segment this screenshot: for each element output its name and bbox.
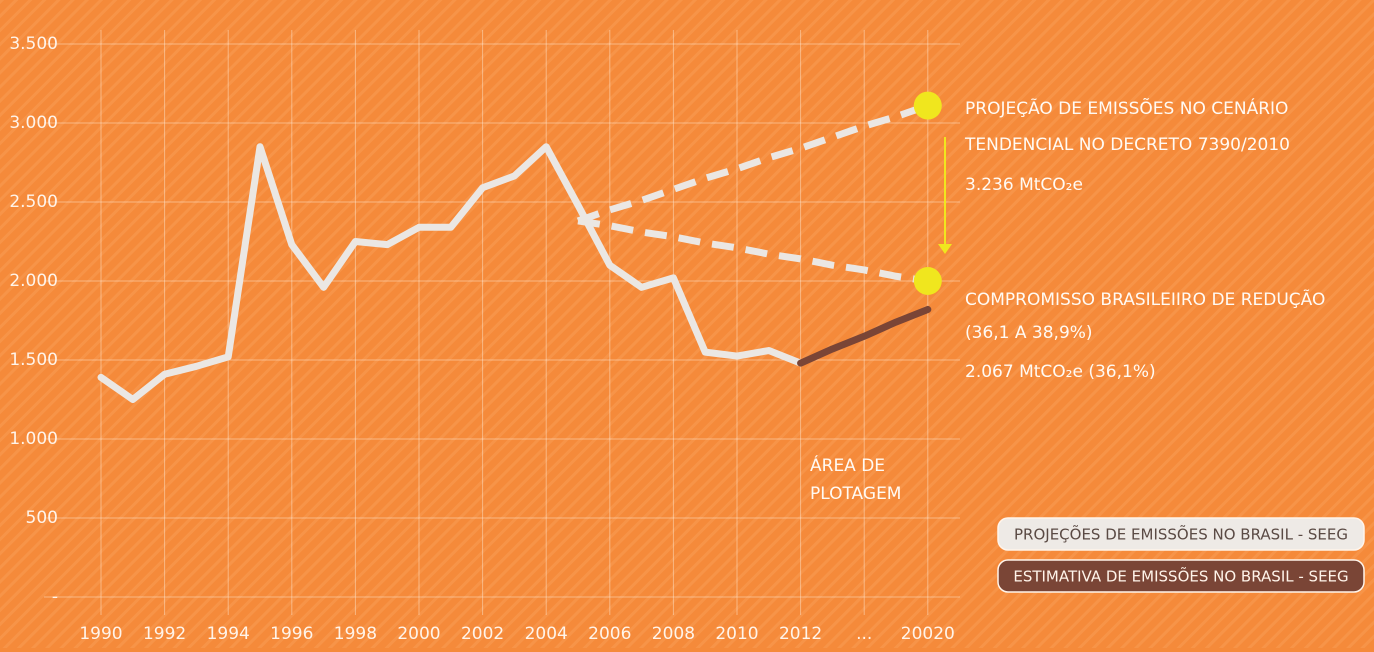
- annotation: 3.236 MtCO₂e: [965, 175, 1083, 195]
- x-tick-label: 1998: [334, 624, 377, 644]
- line: [797, 305, 932, 367]
- y-tick-label: 500: [26, 508, 58, 528]
- y-tick-label: -: [52, 587, 58, 607]
- legend-label: PROJEÇÕES DE EMISSÕES NO BRASIL - SEEG: [1014, 525, 1348, 544]
- y-tick-label: 3.500: [9, 34, 58, 54]
- annotation: 2.067 MtCO₂e (36,1%): [965, 362, 1156, 382]
- arrow-head: [938, 244, 952, 254]
- x-tick-label: 2012: [779, 624, 822, 644]
- y-tick-label: 1.000: [9, 429, 58, 449]
- marker: [913, 267, 942, 295]
- legend-box: [997, 517, 1365, 551]
- x-tick-label: 2006: [588, 624, 631, 644]
- x-tick-label: 2000: [397, 624, 440, 644]
- x-tick-label: 20020: [901, 624, 955, 644]
- legend-label: ESTIMATIVA DE EMISSÕES NO BRASIL - SEEG: [1013, 567, 1348, 586]
- x-tick-label: 1992: [143, 624, 186, 644]
- x-tick-label: 2008: [652, 624, 695, 644]
- x-tick-label: ...: [856, 624, 872, 644]
- line: [577, 217, 929, 285]
- y-tick-label: 1.500: [9, 350, 58, 370]
- annotation: TENDENCIAL NO DECRETO 7390/2010: [964, 135, 1290, 155]
- annotation: (36,1 A 38,9%): [965, 323, 1093, 343]
- marker: [913, 91, 942, 120]
- y-tick-label: 2.500: [9, 192, 58, 212]
- y-tick-label: 3.000: [9, 113, 58, 133]
- annotation: ÁREA DE: [810, 454, 885, 476]
- y-tick-label: 2.000: [9, 271, 58, 291]
- x-tick-label: 2010: [715, 624, 758, 644]
- x-tick-label: 1990: [79, 624, 122, 644]
- x-tick-label: 2002: [461, 624, 504, 644]
- annotation: PLOTAGEM: [810, 484, 901, 504]
- line: [97, 143, 805, 403]
- annotation: PROJEÇÃO DE EMISSÕES NO CENÁRIO: [965, 97, 1288, 119]
- legend-box: [997, 559, 1365, 593]
- x-tick-label: 1994: [207, 624, 250, 644]
- line: [576, 102, 929, 225]
- x-tick-label: 2004: [525, 624, 568, 644]
- x-tick-label: 1996: [270, 624, 313, 644]
- annotation: COMPROMISSO BRASILEIIRO DE REDUÇÃO: [965, 288, 1325, 310]
